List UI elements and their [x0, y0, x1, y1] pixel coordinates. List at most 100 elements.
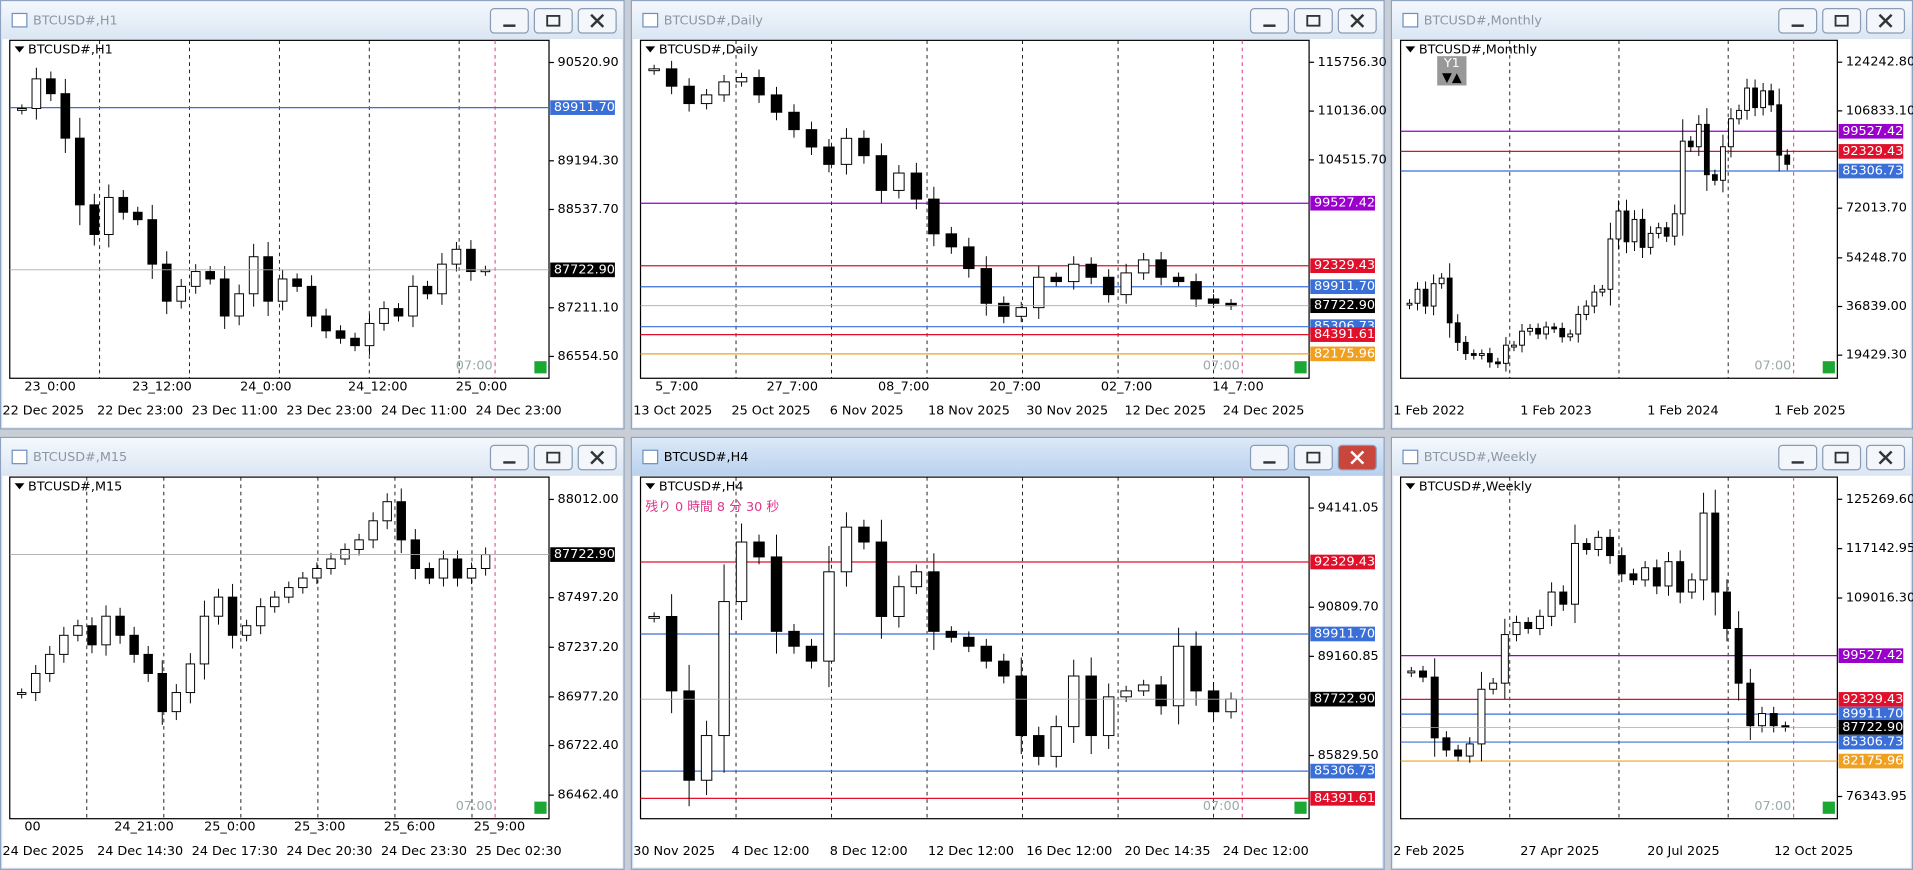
- minimize-button[interactable]: [1249, 7, 1289, 34]
- candle: [1535, 327, 1541, 335]
- candle: [1652, 567, 1661, 587]
- plot-area: [9, 476, 550, 820]
- candle: [1477, 688, 1486, 745]
- candle: [1454, 749, 1463, 757]
- price-level-tag: [1838, 648, 1904, 663]
- candle: [1567, 333, 1574, 338]
- candle: [147, 219, 158, 265]
- candle: [700, 94, 713, 105]
- candle-timer: 07:00: [1754, 359, 1791, 374]
- y-tick-label: 36839.00: [1846, 299, 1907, 314]
- candle: [1172, 276, 1185, 283]
- chart-window: BTCUSD#,Daily 115756.30 110136.00 104515.70…: [630, 0, 1387, 430]
- minimize-button[interactable]: [489, 444, 529, 471]
- candle: [1085, 263, 1097, 278]
- price-level-label: 92329.43: [1314, 258, 1375, 273]
- candle: [1720, 146, 1726, 181]
- candle: [157, 672, 167, 713]
- candle: [1784, 154, 1791, 165]
- candle: [1760, 90, 1767, 109]
- price-level-tag: [1838, 144, 1904, 159]
- candle: [368, 520, 378, 541]
- date-label: 24 Dec 20:30: [286, 844, 372, 859]
- bid-tag: [1838, 720, 1904, 735]
- minimize-button[interactable]: [1778, 444, 1818, 471]
- candle: [1207, 298, 1220, 304]
- candle: [396, 501, 406, 541]
- y-tick-label: 76343.95: [1846, 789, 1907, 804]
- y-tick-label: 110136.00: [1318, 104, 1387, 119]
- date-label: 24 Dec 14:30: [97, 844, 183, 859]
- candle: [1419, 670, 1427, 678]
- bid-tag: [550, 547, 615, 562]
- bid-label: 87722.90: [554, 262, 615, 277]
- candle: [379, 308, 389, 324]
- candle: [1067, 675, 1080, 728]
- candle: [1631, 218, 1638, 243]
- candle: [1615, 210, 1622, 240]
- maximize-button[interactable]: [1293, 444, 1333, 471]
- candle: [199, 615, 210, 665]
- date-label: 1 Feb 2023: [1520, 404, 1592, 419]
- candle: [735, 77, 748, 83]
- candle: [1033, 735, 1045, 757]
- candle: [101, 615, 111, 646]
- y-tick-label: 87497.20: [558, 590, 619, 605]
- candle: [1547, 591, 1556, 617]
- plot-area: [639, 476, 1310, 820]
- period-button-label: Y1: [1443, 56, 1460, 71]
- candle: [893, 586, 905, 617]
- candle: [350, 337, 360, 347]
- maximize-button[interactable]: [1822, 7, 1862, 34]
- candle: [1470, 353, 1477, 356]
- minimize-button[interactable]: [489, 7, 529, 34]
- candle: [683, 690, 695, 781]
- maximize-button[interactable]: [1822, 444, 1862, 471]
- candle: [143, 653, 153, 674]
- grid-time-label: 25_0:00: [204, 820, 255, 835]
- window-title: BTCUSD#,Daily: [664, 13, 764, 28]
- period-button[interactable]: [1437, 56, 1467, 86]
- minimize-button[interactable]: [1249, 444, 1289, 471]
- candle: [393, 308, 404, 317]
- maximize-button[interactable]: [533, 7, 573, 34]
- window-icon: [11, 12, 28, 28]
- candle: [227, 596, 238, 636]
- candle: [248, 256, 259, 295]
- candle: [1575, 313, 1582, 335]
- candle: [1671, 213, 1678, 237]
- grid-time-label: 25_6:00: [384, 820, 435, 835]
- candle: [73, 625, 83, 636]
- collapse-arrow: [645, 483, 656, 490]
- date-label: 2 Feb 2025: [1393, 844, 1465, 859]
- candle: [306, 285, 317, 317]
- candle: [1207, 690, 1220, 713]
- candle: [1591, 291, 1598, 307]
- candle: [132, 211, 143, 221]
- grid-time-label: 27_7:00: [767, 379, 818, 394]
- candle: [185, 663, 196, 694]
- candle: [1067, 263, 1080, 283]
- price-level-label: 99527.42: [1842, 124, 1903, 139]
- candle: [1582, 542, 1591, 551]
- y-tick-label: 88012.00: [558, 492, 619, 507]
- candle: [1406, 302, 1413, 306]
- date-label: 25 Oct 2025: [731, 404, 810, 419]
- chart-window: BTCUSD#,M15 88012.00 87497.20 87237.20 86977…: [0, 436, 625, 870]
- candle: [893, 172, 905, 191]
- window-icon: [1402, 12, 1419, 28]
- maximize-button[interactable]: [1293, 7, 1333, 34]
- candle: [998, 302, 1010, 317]
- candle: [770, 94, 783, 113]
- candle: [1102, 276, 1115, 296]
- candle: [452, 558, 463, 579]
- bid-label: 87722.90: [554, 547, 615, 562]
- candle: [1500, 634, 1509, 684]
- date-label: 20 Jul 2025: [1647, 844, 1719, 859]
- candle: [382, 501, 392, 522]
- candle: [1664, 561, 1673, 587]
- minimize-button[interactable]: [1778, 7, 1818, 34]
- candle: [683, 85, 695, 105]
- maximize-button[interactable]: [533, 444, 573, 471]
